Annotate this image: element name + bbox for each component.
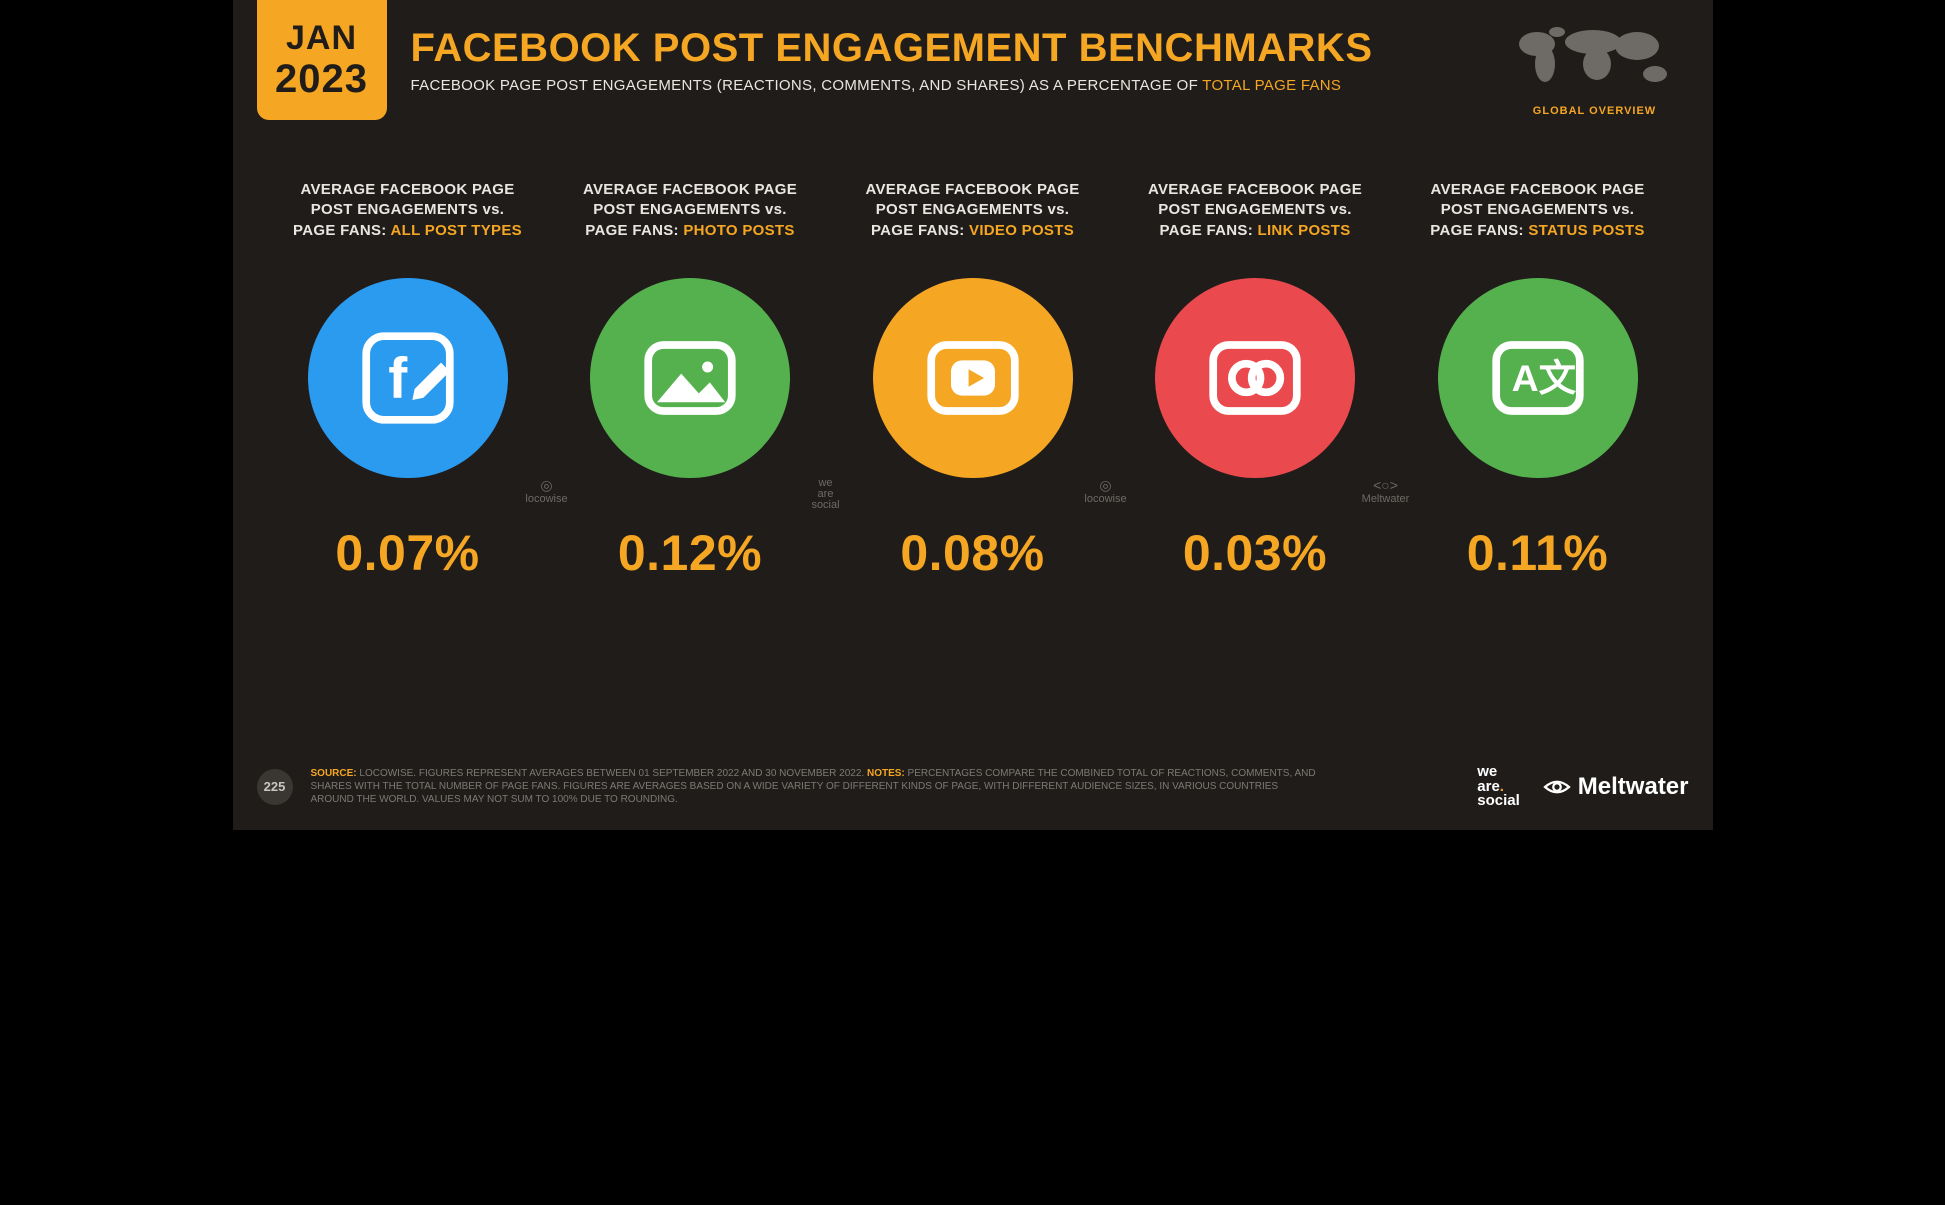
metric-card: AVERAGE FACEBOOK PAGEPOST ENGAGEMENTS vs… <box>555 180 825 582</box>
footer-brands: we are. social Meltwater <box>1477 765 1688 808</box>
source-brand-mark: ◎locowise <box>1071 478 1141 505</box>
world-overview: GLOBAL OVERVIEW <box>1505 20 1685 117</box>
date-badge: JAN 2023 <box>257 0 387 120</box>
page-number: 225 <box>257 769 293 805</box>
photo-icon <box>590 278 790 478</box>
subtitle-accent: TOTAL PAGE FANS <box>1202 77 1341 94</box>
slide: JAN 2023 FACEBOOK POST ENGAGEMENT BENCHM… <box>233 0 1713 830</box>
source-brand-mark: wearesocial <box>791 478 861 511</box>
meltwater-logo: Meltwater <box>1542 772 1689 802</box>
video-icon <box>873 278 1073 478</box>
header: FACEBOOK POST ENGAGEMENT BENCHMARKS FACE… <box>411 26 1493 94</box>
wearesocial-logo: we are. social <box>1477 765 1520 808</box>
world-label: GLOBAL OVERVIEW <box>1505 105 1685 117</box>
source-brand-mark: ◎locowise <box>512 478 582 505</box>
world-map-icon <box>1505 20 1685 100</box>
svg-text:f: f <box>388 347 408 411</box>
metric-value: 0.03% <box>1183 524 1327 582</box>
footnote: SOURCE: LOCOWISE. FIGURES REPRESENT AVER… <box>311 767 1321 806</box>
link-icon <box>1155 278 1355 478</box>
page-subtitle: FACEBOOK PAGE POST ENGAGEMENTS (REACTION… <box>411 77 1493 94</box>
metric-value: 0.12% <box>618 524 762 582</box>
metric-label: AVERAGE FACEBOOK PAGEPOST ENGAGEMENTS vs… <box>1430 180 1644 260</box>
svg-text:A文: A文 <box>1511 357 1576 399</box>
source-label: SOURCE: <box>311 768 357 779</box>
source-brand-mark: <○>Meltwater <box>1351 478 1421 505</box>
metric-value: 0.07% <box>335 524 479 582</box>
footer: 225 SOURCE: LOCOWISE. FIGURES REPRESENT … <box>257 765 1689 808</box>
date-year: 2023 <box>275 59 368 99</box>
metric-value: 0.08% <box>900 524 1044 582</box>
meltwater-eye-icon <box>1542 772 1572 802</box>
metric-value: 0.11% <box>1467 524 1609 582</box>
metric-label: AVERAGE FACEBOOK PAGEPOST ENGAGEMENTS vs… <box>1148 180 1362 260</box>
notes-label: NOTES: <box>867 768 905 779</box>
metric-label: AVERAGE FACEBOOK PAGEPOST ENGAGEMENTS vs… <box>865 180 1079 260</box>
page-title: FACEBOOK POST ENGAGEMENT BENCHMARKS <box>411 26 1493 71</box>
subtitle-text: FACEBOOK PAGE POST ENGAGEMENTS (REACTION… <box>411 77 1203 94</box>
metrics-row: AVERAGE FACEBOOK PAGEPOST ENGAGEMENTS vs… <box>273 180 1673 582</box>
date-month: JAN <box>286 21 357 55</box>
source-text: LOCOWISE. FIGURES REPRESENT AVERAGES BET… <box>357 768 867 779</box>
metric-card: AVERAGE FACEBOOK PAGEPOST ENGAGEMENTS vs… <box>1403 180 1673 582</box>
fb-edit-icon: f <box>308 278 508 478</box>
metric-label: AVERAGE FACEBOOK PAGEPOST ENGAGEMENTS vs… <box>293 180 522 260</box>
status-icon: A文 <box>1438 278 1638 478</box>
metric-label: AVERAGE FACEBOOK PAGEPOST ENGAGEMENTS vs… <box>583 180 797 260</box>
metric-card: AVERAGE FACEBOOK PAGEPOST ENGAGEMENTS vs… <box>273 180 543 582</box>
metric-card: AVERAGE FACEBOOK PAGEPOST ENGAGEMENTS vs… <box>1120 180 1390 582</box>
metric-card: AVERAGE FACEBOOK PAGEPOST ENGAGEMENTS vs… <box>838 180 1108 582</box>
